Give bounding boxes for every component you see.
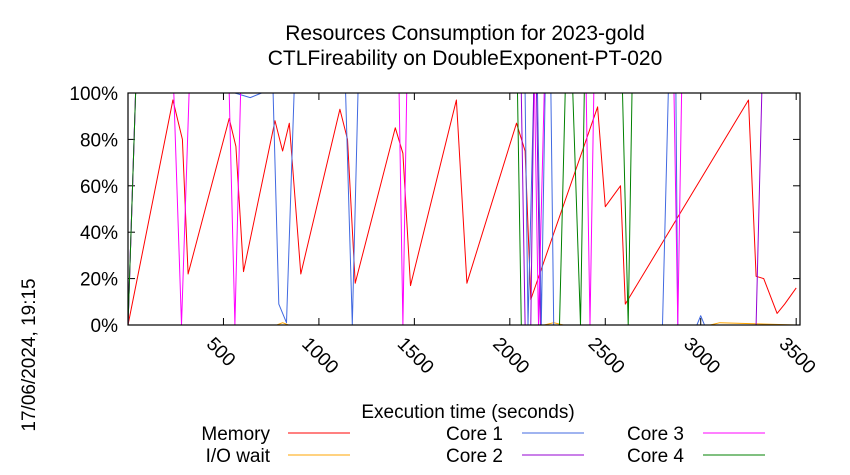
x-tick-label: 3000 [679,334,724,379]
chart-title: Resources Consumption for 2023-gold [285,22,645,45]
chart-subtitle: CTLFireability on DoubleExponent-PT-020 [268,47,663,70]
legend-label-core-4: Core 4 [627,446,684,467]
legend-label-core-2: Core 2 [446,446,503,467]
legend-label-core-1: Core 1 [446,424,503,445]
x-axis-label: Execution time (seconds) [361,402,574,423]
x-tick-label: 500 [202,334,239,371]
y-tick-label: 100% [69,84,118,105]
x-tick-label: 1000 [297,334,342,379]
series-line-core-3 [127,92,797,326]
legend-label-i-o-wait: I/O wait [206,446,271,467]
x-tick-label: 3500 [775,334,820,379]
y-tick-label: 0% [91,316,119,337]
series-line-core-1 [127,92,797,326]
y-tick-label: 60% [80,177,118,198]
y-tick-label: 40% [80,223,118,244]
series-line-i-o-wait [128,322,797,326]
y-axis: 0% 20% 40% 60% 80% 100% [69,84,800,337]
series-layer [127,92,797,326]
plot-frame [127,92,801,326]
y-tick-label: 80% [80,130,118,151]
legend-label-memory: Memory [201,424,270,445]
x-tick-label: 1500 [393,334,438,379]
series-line-core-2 [127,92,797,326]
legend-label-core-3: Core 3 [627,424,684,445]
x-tick-label: 2500 [584,334,629,379]
series-line-memory [127,99,797,326]
x-tick-label: 2000 [488,334,533,379]
series-line-core-4 [127,92,797,326]
y-tick-label: 20% [80,270,118,291]
timestamp-label: 17/06/2024, 19:15 [19,278,40,431]
